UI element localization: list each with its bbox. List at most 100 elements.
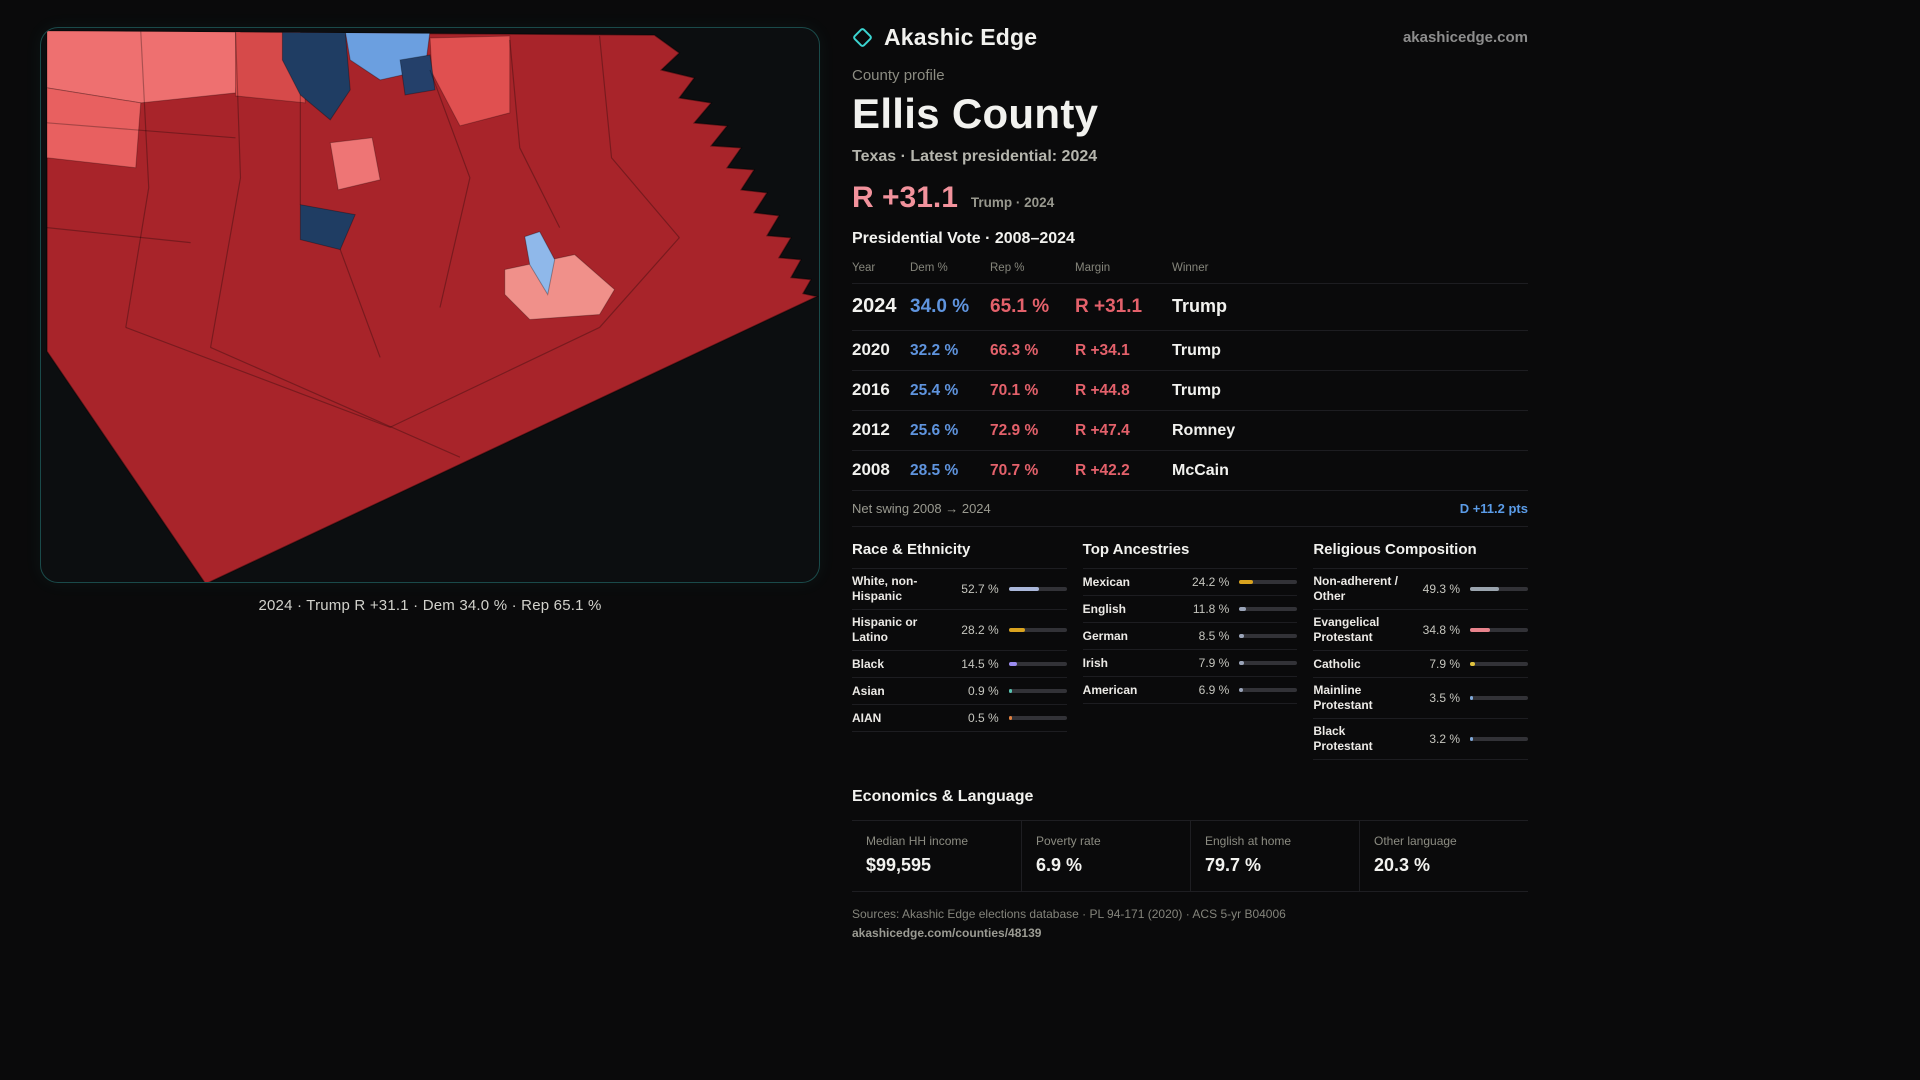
row-winner: Trump [1172, 342, 1221, 359]
headline-result: R +31.1 Trump · 2024 [852, 181, 1528, 215]
stat-label: Evangelical Protestant [1313, 615, 1380, 644]
stat-cell: Poverty rate 6.9 % [1021, 821, 1190, 891]
row-rep: 72.9 % [990, 422, 1039, 439]
stat-value: 6.9 % [1036, 855, 1083, 875]
precinct-salmon-blob [504, 254, 616, 320]
row-rep: 65.1 % [990, 296, 1050, 317]
vote-table: Year Dem % Rep % Margin Winner 2024 34.0… [852, 254, 1528, 491]
row-margin: R +47.4 [1075, 422, 1130, 439]
stat-label: Mainline Protestant [1313, 683, 1373, 712]
row-dem: 25.4 % [910, 382, 959, 399]
row-dem: 28.5 % [910, 462, 959, 479]
headline-note: Trump · 2024 [970, 195, 1055, 210]
table-row: 2016 25.4 % 70.1 % R +44.8 Trump [852, 371, 1528, 411]
map-caption: 2024 · Trump R +31.1 · Dem 34.0 % · Rep … [258, 597, 602, 614]
stat-label: White, non-Hispanic [852, 574, 918, 603]
brand-domain-link[interactable]: akashicedge.com [1402, 29, 1528, 46]
list-item: Black Protestant 3.2 % [1313, 719, 1528, 760]
list-item: German 8.5 % [1082, 623, 1298, 650]
stat-bar [1008, 628, 1067, 632]
stat-bar [1008, 587, 1067, 591]
list-item: Hispanic or Latino 28.2 % [852, 610, 1067, 651]
row-year: 2024 [852, 295, 897, 317]
col-rep: Rep % [990, 262, 1025, 274]
table-row: 2020 32.2 % 66.3 % R +34.1 Trump [852, 331, 1528, 371]
stat-value: 8.5 % [1198, 629, 1230, 643]
header: Akashic Edge akashicedge.com [851, 24, 1528, 51]
row-winner: Trump [1172, 382, 1221, 399]
demographics-section: Race & Ethnicity White, non-Hispanic 52.… [852, 541, 1528, 760]
stat-value: 0.9 % [967, 684, 999, 698]
table-row: 2012 25.6 % 72.9 % R +47.4 Romney [852, 411, 1528, 451]
stat-value: $99,595 [866, 855, 932, 875]
row-dem: 25.6 % [910, 422, 959, 439]
table-row: 2008 28.5 % 70.7 % R +42.2 McCain [852, 451, 1528, 491]
permalink[interactable]: akashicedge.com/counties/48139 [852, 926, 1042, 940]
profile-kicker: County profile [852, 67, 945, 84]
stat-label: AIAN [852, 710, 882, 725]
stat-cell: English at home 79.7 % [1190, 821, 1359, 891]
stat-label: Catholic [1313, 656, 1361, 671]
row-margin: R +42.2 [1075, 462, 1130, 479]
list-item: Mainline Protestant 3.5 % [1313, 678, 1528, 719]
religion-column: Religious Composition Non-adherent / Oth… [1313, 541, 1528, 760]
stat-label: Poverty rate [1036, 834, 1101, 848]
stat-value: 52.7 % [961, 582, 999, 596]
precinct-map-svg [46, 30, 819, 582]
net-swing-row: Net swing 2008 → 2024 D +11.2 pts [852, 491, 1528, 527]
section-title: Race & Ethnicity [852, 541, 1067, 569]
precinct-navy-small [399, 54, 436, 96]
stat-bar [1239, 661, 1298, 665]
list-item: American 6.9 % [1082, 677, 1298, 704]
list-item: Black 14.5 % [852, 651, 1067, 678]
stat-bar [1239, 607, 1298, 611]
row-year: 2012 [852, 420, 890, 439]
stat-value: 79.7 % [1205, 855, 1262, 875]
col-winner: Winner [1172, 262, 1209, 274]
row-rep: 70.1 % [990, 382, 1039, 399]
stat-value: 7.9 % [1429, 657, 1460, 671]
list-item: White, non-Hispanic 52.7 % [852, 569, 1067, 610]
stat-bar [1470, 662, 1528, 666]
list-item: Asian 0.9 % [852, 678, 1067, 705]
stat-label: Irish [1082, 655, 1108, 670]
stat-bar [1470, 587, 1528, 591]
row-rep: 66.3 % [990, 342, 1039, 359]
stat-bar [1239, 688, 1298, 692]
stat-value: 11.8 % [1192, 602, 1230, 616]
economics-strip: Median HH income $99,595 Poverty rate 6.… [852, 820, 1528, 892]
footer: Sources: Akashic Edge elections database… [852, 907, 1528, 940]
stat-bar [1470, 696, 1528, 700]
stat-label: Black Protestant [1313, 724, 1373, 753]
net-swing-value: D +11.2 pts [1459, 501, 1528, 516]
precinct-navy-diamond [299, 204, 356, 251]
col-dem: Dem % [910, 262, 948, 274]
stat-value: 34.8 % [1422, 623, 1460, 637]
race-ethnicity-column: Race & Ethnicity White, non-Hispanic 52.… [852, 541, 1067, 760]
row-year: 2020 [852, 340, 890, 359]
stat-bar [1470, 737, 1528, 741]
list-item: Mexican 24.2 % [1082, 569, 1298, 596]
stat-bar [1470, 628, 1528, 632]
economics-title: Economics & Language [852, 788, 1034, 805]
stat-label: American [1082, 682, 1138, 697]
stat-label: Median HH income [866, 834, 969, 848]
stat-label: English at home [1205, 834, 1292, 848]
row-margin: R +44.8 [1075, 382, 1130, 399]
row-year: 2016 [852, 380, 890, 399]
stat-cell: Other language 20.3 % [1359, 821, 1528, 891]
stat-label: Other language [1374, 834, 1457, 848]
profile-subtitle: Texas · Latest presidential: 2024 [852, 148, 1098, 165]
section-title: Top Ancestries [1082, 541, 1298, 569]
row-winner: Romney [1172, 422, 1236, 439]
col-margin: Margin [1075, 262, 1111, 274]
stat-label: English [1082, 601, 1126, 616]
stat-value: 0.5 % [967, 711, 999, 725]
stat-value: 7.9 % [1198, 656, 1230, 670]
precinct-boundaries [46, 30, 680, 458]
headline-margin: R +31.1 [852, 181, 958, 214]
ancestries-column: Top Ancestries Mexican 24.2 % English 11… [1082, 541, 1298, 760]
section-title: Religious Composition [1313, 541, 1528, 569]
county-precinct-map[interactable] [40, 27, 820, 583]
county-outline [46, 30, 819, 582]
